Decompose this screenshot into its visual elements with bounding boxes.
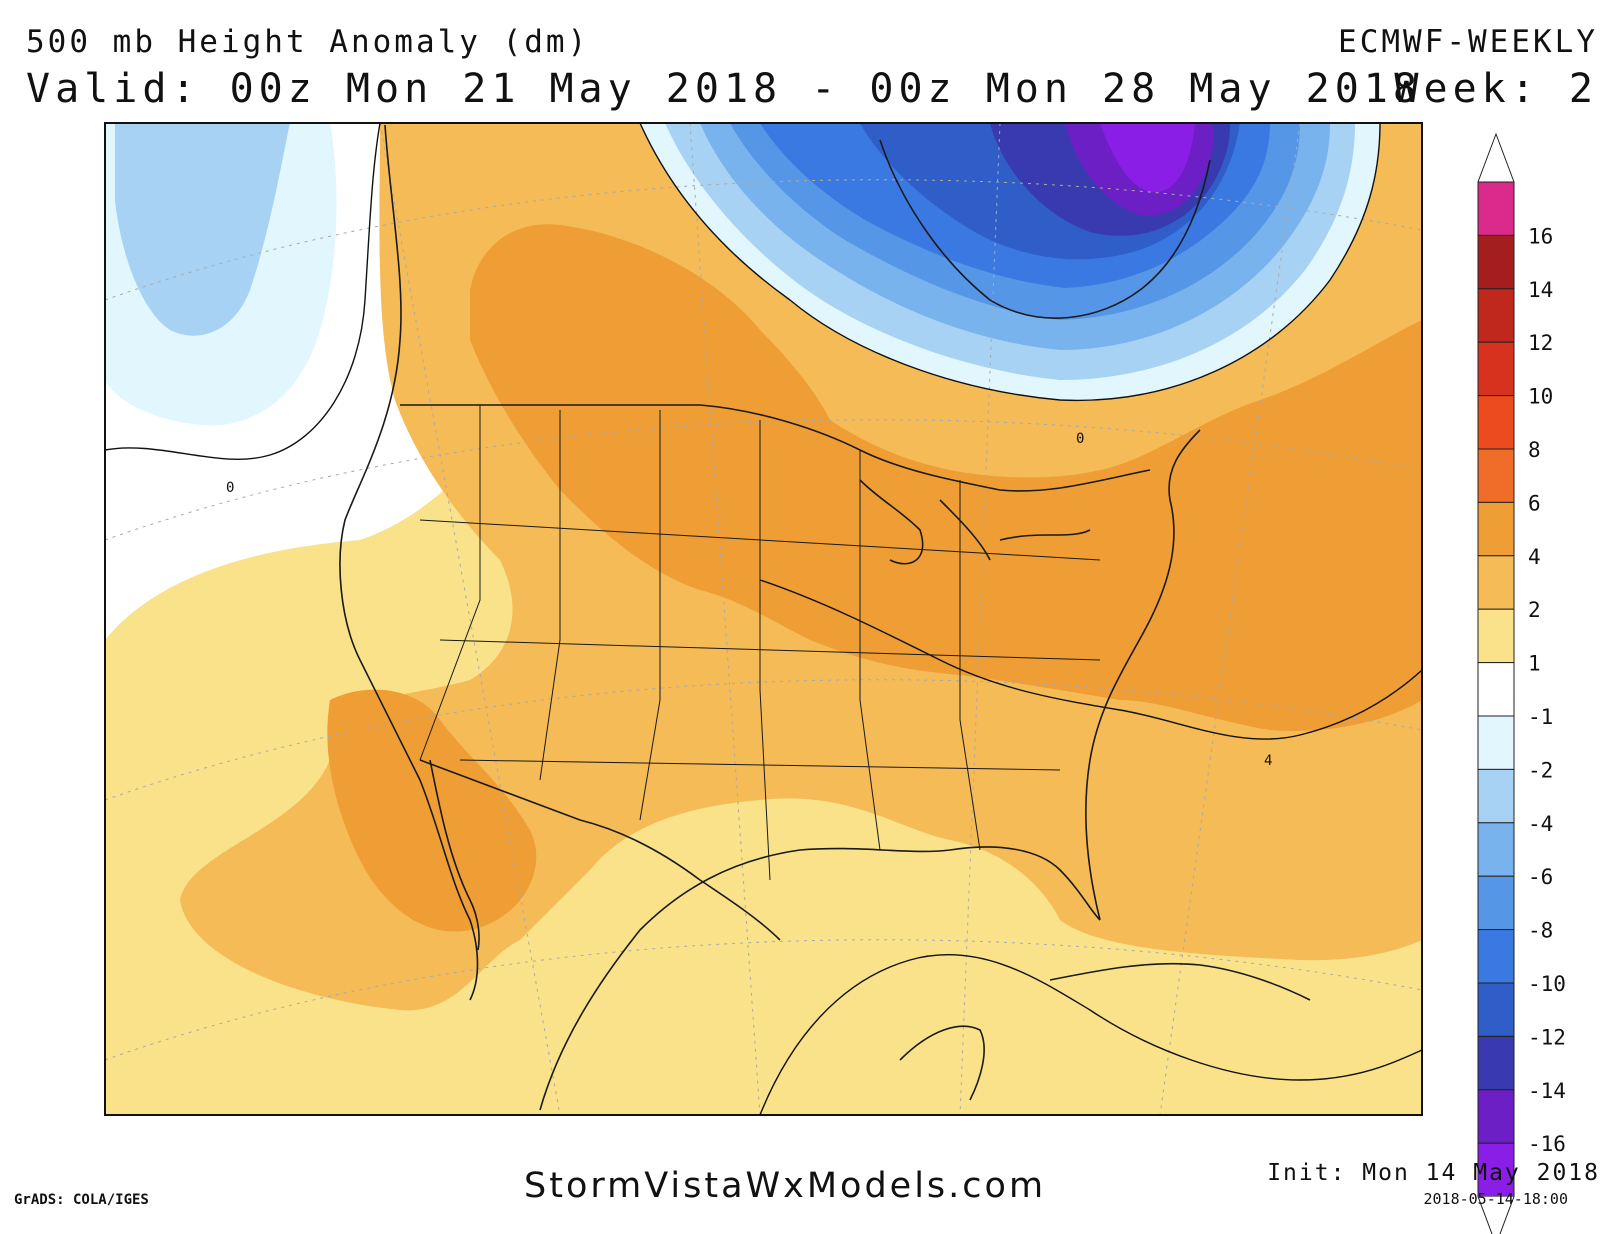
colorbar-label: -6 xyxy=(1528,865,1553,889)
colorbar-label: 12 xyxy=(1528,331,1553,355)
anomaly-region-neg-16 xyxy=(1100,123,1195,193)
colorbar-swatch xyxy=(1477,288,1515,343)
forecast-week: Week: 2 xyxy=(1394,66,1598,112)
colorbar-label: 2 xyxy=(1528,598,1541,622)
source-credit: StormVistaWxModels.com xyxy=(524,1166,1047,1206)
colorbar-swatch xyxy=(1477,929,1515,984)
colorbar-swatch xyxy=(1477,768,1515,824)
yucatan xyxy=(899,1025,985,1101)
colorbar-label: 1 xyxy=(1528,652,1541,676)
map-frame xyxy=(104,122,1423,1116)
colorbar-swatch xyxy=(1477,715,1515,770)
anomaly-region-pacific-neg-2 xyxy=(115,123,290,336)
chart-title: 500 mb Height Anomaly (dm) xyxy=(26,24,590,60)
graticule xyxy=(105,123,1422,1115)
colorbar-label: -10 xyxy=(1528,972,1566,996)
contour-label: 4 xyxy=(1264,753,1272,769)
colorbar-swatch xyxy=(1477,608,1515,664)
pacific-coastline xyxy=(339,124,479,1001)
model-name: ECMWF-WEEKLY xyxy=(1338,24,1598,60)
colorbar-swatch xyxy=(1477,875,1515,931)
anomaly-region-4-6 xyxy=(470,224,1422,731)
colorbar-label: 16 xyxy=(1528,224,1553,248)
atlantic-coastline xyxy=(1085,429,1201,921)
contour-lines xyxy=(105,123,1422,1115)
canada-us-border xyxy=(400,404,1151,492)
colorbar-label: -1 xyxy=(1528,705,1553,729)
init-time: Init: Mon 14 May 2018 xyxy=(1267,1160,1600,1186)
colorbar-label: -4 xyxy=(1528,812,1553,836)
colorbar-swatch xyxy=(1477,448,1515,503)
contour-label: 0 xyxy=(1076,431,1084,447)
colorbar-swatch xyxy=(1477,501,1515,557)
colorbar-swatch xyxy=(1477,1089,1515,1144)
colorbar-swatch xyxy=(1477,822,1515,877)
coastlines xyxy=(339,124,1311,1111)
baja-peninsula xyxy=(429,759,480,951)
colorbar: 16 14 12 10 8 6 4 2 1 -1 -2 -4 -6 -8 -10 -12 -14 -16 xyxy=(1477,132,1566,1234)
us-mexico-border xyxy=(419,759,781,941)
map-field: 0 0 4 xyxy=(105,123,1422,1115)
contour-label-group: 0 0 4 xyxy=(226,431,1272,769)
colorbar-swatch xyxy=(1477,662,1515,717)
zero-contour-west xyxy=(105,123,381,460)
zero-contour-north xyxy=(639,123,1381,402)
colorbar-swatch xyxy=(1477,555,1515,610)
colorbar-swatch xyxy=(1477,234,1515,290)
timestamp: 2018-05-14-18:00 xyxy=(1423,1190,1569,1208)
colorbar-label: -16 xyxy=(1528,1132,1566,1156)
colorbar-swatch xyxy=(1477,395,1515,450)
gulf-coastline xyxy=(539,846,1101,1111)
state-borders xyxy=(419,405,1101,881)
colorbar-top-arrow xyxy=(1477,132,1515,183)
colorbar-label: -12 xyxy=(1528,1025,1566,1049)
contour-label: 0 xyxy=(226,480,234,496)
hudson-bay xyxy=(879,139,1211,319)
colorbar-swatch xyxy=(1477,982,1515,1037)
zero-contour-gulf xyxy=(759,953,1422,1115)
four-contour-east xyxy=(759,579,1422,740)
valid-period: Valid: 00z Mon 21 May 2018 - 00z Mon 28 … xyxy=(26,66,1422,112)
colorbar-label: -2 xyxy=(1528,758,1553,782)
colorbar-label: -14 xyxy=(1528,1079,1566,1103)
cuba xyxy=(1049,962,1311,1001)
anomaly-region-gulf-1-2 xyxy=(560,848,880,1115)
colorbar-label: 4 xyxy=(1528,545,1541,569)
colorbar-swatch xyxy=(1477,341,1515,397)
great-lakes xyxy=(859,479,1091,565)
colorbar-label: 14 xyxy=(1528,278,1553,302)
colorbar-swatch xyxy=(1477,181,1515,236)
grads-credit: GrADS: COLA/IGES xyxy=(14,1192,149,1208)
colorbar-label: 8 xyxy=(1528,438,1541,462)
colorbar-label: 6 xyxy=(1528,491,1541,515)
colorbar-swatch xyxy=(1477,1035,1515,1091)
colorbar-label: 10 xyxy=(1528,385,1553,409)
colorbar-bottom-arrow xyxy=(1477,1196,1515,1234)
colorbar-label: -8 xyxy=(1528,919,1553,943)
